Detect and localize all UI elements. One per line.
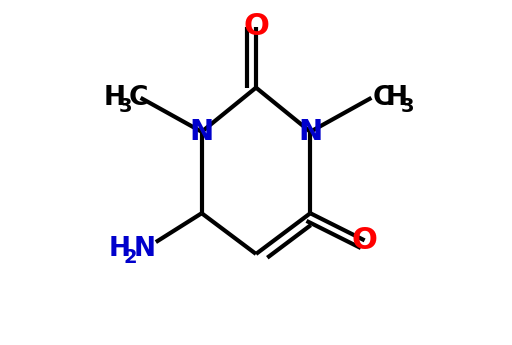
Text: 3: 3 bbox=[118, 97, 132, 116]
Text: N: N bbox=[298, 118, 323, 146]
Text: N: N bbox=[189, 118, 214, 146]
Text: N: N bbox=[134, 236, 156, 262]
Text: C: C bbox=[129, 85, 148, 111]
Text: 3: 3 bbox=[401, 97, 414, 116]
Text: H: H bbox=[103, 85, 125, 111]
Text: 2: 2 bbox=[123, 248, 137, 267]
Text: O: O bbox=[352, 226, 377, 255]
Text: H: H bbox=[109, 236, 131, 262]
Text: O: O bbox=[243, 12, 269, 41]
Text: C: C bbox=[373, 85, 393, 111]
Text: H: H bbox=[386, 85, 408, 111]
